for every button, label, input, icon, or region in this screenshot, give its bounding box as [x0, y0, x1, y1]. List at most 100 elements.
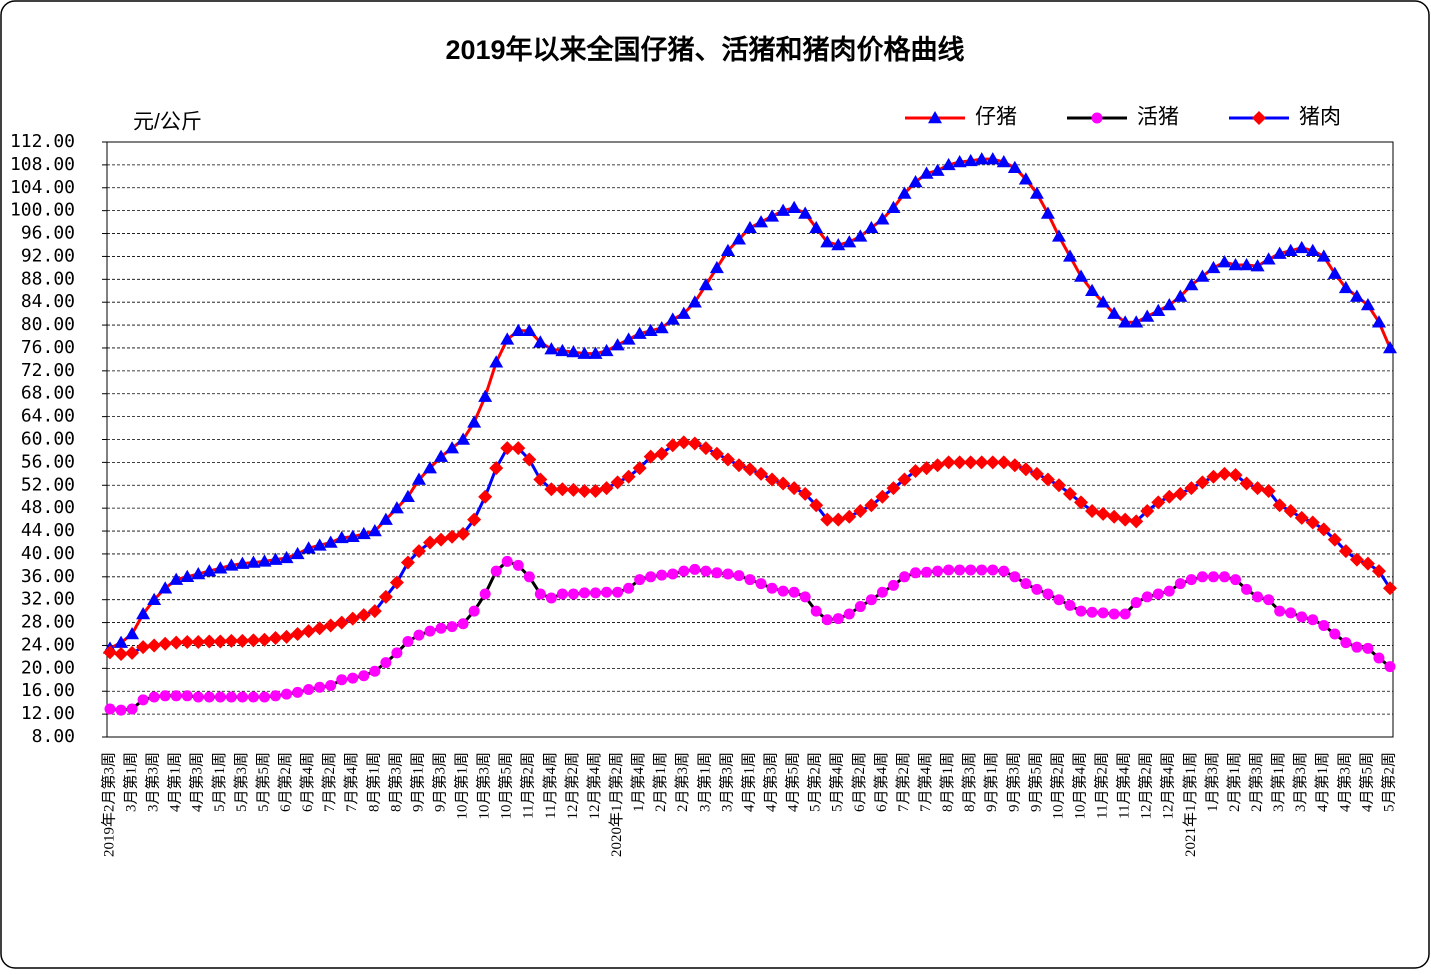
data-point: [1373, 652, 1385, 664]
data-point: [754, 466, 769, 481]
data-point: [965, 564, 977, 576]
data-point: [114, 647, 129, 662]
data-point: [566, 482, 581, 497]
data-point: [114, 635, 129, 648]
data-point: [676, 435, 691, 450]
data-point: [577, 483, 592, 498]
x-tick-label: 11月第2周: [519, 752, 537, 819]
data-point: [777, 585, 789, 597]
data-point: [213, 634, 228, 649]
data-point: [489, 355, 504, 368]
data-point: [104, 703, 116, 715]
data-point: [312, 621, 327, 636]
x-tick-label: 7月第4周: [916, 752, 934, 812]
data-point: [369, 665, 381, 677]
y-tick-label: 48.00: [21, 497, 75, 518]
data-point: [643, 323, 658, 337]
data-point: [1031, 583, 1043, 595]
data-point: [1272, 498, 1287, 513]
data-point: [722, 568, 734, 580]
data-point: [1020, 578, 1032, 590]
data-point: [214, 691, 226, 703]
x-tick-label: 11月第4周: [541, 752, 559, 819]
data-point: [169, 635, 184, 650]
data-point: [632, 326, 647, 339]
x-tick-label: 5月第2周: [1379, 752, 1397, 812]
data-point: [147, 638, 162, 653]
data-point: [1107, 509, 1122, 524]
x-tick-label: 3月第1周: [695, 752, 713, 812]
y-tick-label: 32.00: [21, 589, 75, 610]
data-point: [268, 552, 283, 565]
data-point: [347, 672, 359, 684]
data-point: [1285, 607, 1297, 619]
data-point: [125, 627, 140, 640]
data-point: [1029, 466, 1044, 481]
data-point: [853, 229, 868, 242]
data-point: [1007, 458, 1022, 473]
data-point: [1252, 591, 1264, 603]
data-point: [1294, 510, 1309, 525]
data-point: [467, 512, 482, 527]
data-point: [423, 535, 437, 550]
data-point: [136, 606, 151, 620]
series-markers: [103, 435, 1397, 662]
data-point: [490, 565, 502, 577]
data-point: [820, 512, 835, 527]
data-point: [1129, 315, 1144, 328]
data-point: [1351, 641, 1363, 653]
data-point: [632, 461, 647, 476]
data-point: [1184, 481, 1199, 496]
data-point: [1327, 532, 1342, 547]
data-point: [930, 458, 945, 473]
data-point: [1196, 571, 1208, 583]
data-point: [919, 166, 934, 179]
data-point: [423, 461, 437, 474]
data-point: [765, 209, 780, 222]
data-point: [115, 704, 127, 716]
data-point: [1338, 280, 1353, 294]
y-tick-label: 56.00: [21, 451, 75, 472]
y-tick-label: 88.00: [21, 268, 75, 289]
data-point: [303, 684, 315, 696]
data-point: [601, 586, 613, 598]
data-point: [544, 342, 559, 355]
data-point: [478, 389, 493, 402]
data-point: [202, 564, 217, 577]
data-point: [1327, 266, 1342, 279]
data-point: [1096, 506, 1111, 521]
x-tick-label: 4月第1周: [739, 752, 757, 812]
data-point: [1384, 661, 1396, 673]
x-tick-label: 6月第2周: [850, 752, 868, 812]
data-point: [1371, 564, 1386, 579]
data-point: [1140, 309, 1155, 322]
data-point: [765, 472, 780, 487]
data-point: [1261, 252, 1276, 265]
data-point: [621, 469, 636, 484]
x-tick-label: 9月第3周: [430, 752, 448, 812]
data-point: [312, 538, 327, 551]
data-point: [246, 633, 261, 648]
data-point: [358, 670, 370, 682]
data-point: [832, 613, 844, 625]
y-tick-label: 92.00: [21, 245, 75, 266]
data-point: [1349, 289, 1364, 302]
x-tick-label: 2019年2月第3周: [99, 752, 117, 857]
data-point: [720, 452, 735, 467]
data-point: [224, 558, 239, 571]
data-point: [996, 455, 1011, 470]
data-point: [125, 645, 140, 660]
data-point: [898, 571, 910, 583]
data-point: [1305, 243, 1320, 256]
x-tick-label: 1月第4周: [629, 752, 647, 812]
data-point: [943, 564, 955, 576]
data-point: [854, 601, 866, 613]
data-point: [1239, 258, 1254, 271]
data-point: [987, 564, 999, 576]
data-point: [676, 306, 691, 319]
data-point: [932, 565, 944, 577]
data-point: [191, 566, 206, 580]
data-point: [356, 526, 371, 540]
y-tick-label: 68.00: [21, 383, 75, 404]
data-point: [864, 220, 879, 234]
